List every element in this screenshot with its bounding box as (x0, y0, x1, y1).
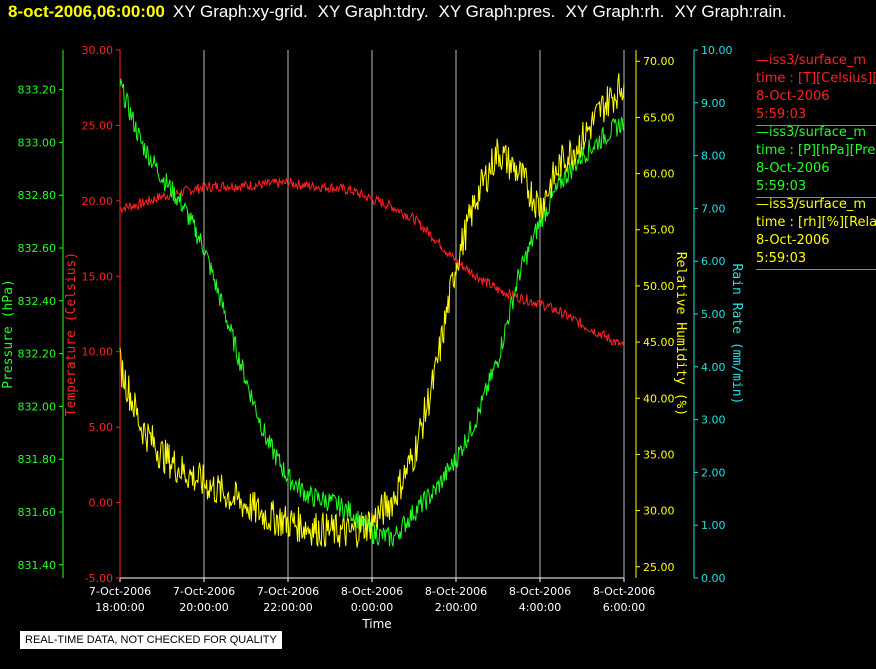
pressure-tick-label: 832.20 (18, 348, 57, 361)
temperature-tick-label: 30.00 (82, 44, 114, 57)
pressure-tick-label: 832.80 (18, 189, 57, 202)
rain-tick-label: 6.00 (701, 255, 726, 268)
pressure-tick-label: 832.00 (18, 400, 57, 413)
temperature-tick-label: 10.00 (82, 346, 114, 359)
rain-tick-label: 7.00 (701, 202, 726, 215)
pressure-tick-label: 833.00 (18, 136, 57, 149)
rain-tick-label: 2.00 (701, 466, 726, 479)
pressure-tick-label: 832.40 (18, 295, 57, 308)
menu-rh[interactable]: XY Graph:rh. (565, 2, 665, 21)
x-tick-label-date: 8-Oct-2006 (425, 585, 487, 598)
legend-pressure-time: 5:59:03 (756, 179, 807, 194)
rh-tick-label: 40.00 (643, 392, 675, 405)
rain-tick-label: 5.00 (701, 308, 726, 321)
legend-temperature-source: —iss3/surface_m (756, 53, 867, 68)
legend-pressure-date: 8-Oct-2006 (756, 161, 830, 176)
pressure-axis-label: Pressure (hPa) (1, 279, 16, 389)
x-tick-label-date: 8-Oct-2006 (593, 585, 655, 598)
x-axis-label: Time (361, 617, 391, 631)
pressure-tick-label: 831.40 (18, 559, 57, 572)
legend-rh-time: 5:59:03 (756, 251, 807, 266)
rh-tick-label: 45.00 (643, 336, 675, 349)
menu-tdry[interactable]: XY Graph:tdry. (317, 2, 429, 21)
pressure-tick-label: 831.80 (18, 453, 57, 466)
rh-series-line (119, 73, 625, 548)
rh-tick-label: 30.00 (643, 505, 675, 518)
x-tick-label-time: 18:00:00 (95, 601, 144, 614)
x-tick-label-time: 0:00:00 (351, 601, 393, 614)
legend-divider (756, 269, 876, 270)
legend-rh-source: —iss3/surface_m (756, 197, 867, 212)
rain-tick-label: 8.00 (701, 150, 726, 163)
rain-axis-label: Rain Rate (mm/min) (729, 264, 744, 405)
rain-tick-label: 10.00 (701, 44, 733, 57)
rh-tick-label: 60.00 (643, 168, 675, 181)
legend-pressure-var: time : [P][hPa][Pres (756, 143, 876, 158)
legend-divider (756, 125, 876, 126)
rain-tick-label: 0.00 (701, 572, 726, 585)
menu-xy-grid[interactable]: XY Graph:xy-grid. (172, 2, 308, 21)
x-tick-label-date: 7-Oct-2006 (173, 585, 235, 598)
temperature-tick-label: -5.00 (85, 572, 113, 585)
title-bar: 8-oct-2006,06:00:00 XY Graph:xy-grid. XY G… (8, 2, 796, 24)
legend-pressure: —iss3/surface_m time : [P][hPa][Pres 8-O… (756, 124, 876, 198)
rain-tick-label: 9.00 (701, 97, 726, 110)
legend-temperature-date: 8-Oct-2006 (756, 89, 830, 104)
rh-tick-label: 25.00 (643, 561, 675, 574)
rain-tick-label: 3.00 (701, 414, 726, 427)
legend-divider (756, 197, 876, 198)
rain-tick-label: 4.00 (701, 361, 726, 374)
x-tick-label-time: 20:00:00 (179, 601, 228, 614)
pressure-tick-label: 833.20 (18, 84, 57, 97)
temperature-tick-label: 15.00 (82, 270, 114, 283)
legend-pressure-source: —iss3/surface_m (756, 125, 867, 140)
rh-tick-label: 55.00 (643, 224, 675, 237)
rh-axis-label: Relative Humidity (%) (673, 252, 688, 416)
temperature-tick-label: 0.00 (89, 497, 114, 510)
rh-tick-label: 70.00 (643, 55, 675, 68)
legend-rh: —iss3/surface_m time : [rh][%][Relativ 8… (756, 196, 876, 270)
x-tick-label-date: 8-Oct-2006 (509, 585, 571, 598)
rain-tick-label: 1.00 (701, 519, 726, 532)
x-tick-label-time: 2:00:00 (435, 601, 477, 614)
menu-pres[interactable]: XY Graph:pres. (438, 2, 556, 21)
pressure-tick-label: 832.60 (18, 242, 57, 255)
temperature-axis-label: Temperature (Celsius) (64, 252, 79, 416)
temperature-series-line (119, 177, 625, 348)
legend-rh-var: time : [rh][%][Relativ (756, 215, 876, 230)
current-datetime: 8-oct-2006,06:00:00 (8, 2, 165, 21)
menu-rain[interactable]: XY Graph:rain. (674, 2, 787, 21)
rh-tick-label: 35.00 (643, 448, 675, 461)
x-tick-label-time: 22:00:00 (263, 601, 312, 614)
legend-temperature: —iss3/surface_m time : [T][Celsius][T 8-… (756, 52, 876, 126)
x-tick-label-date: 7-Oct-2006 (257, 585, 319, 598)
quality-disclaimer: REAL-TIME DATA, NOT CHECKED FOR QUALITY (20, 631, 282, 649)
x-tick-label-date: 8-Oct-2006 (341, 585, 403, 598)
pressure-tick-label: 831.60 (18, 506, 57, 519)
legend-temperature-var: time : [T][Celsius][T (756, 71, 876, 86)
x-tick-label-date: 7-Oct-2006 (89, 585, 151, 598)
legend-temperature-time: 5:59:03 (756, 107, 807, 122)
temperature-tick-label: 20.00 (82, 195, 114, 208)
x-tick-label-time: 4:00:00 (519, 601, 561, 614)
temperature-tick-label: 5.00 (89, 421, 114, 434)
rh-tick-label: 65.00 (643, 111, 675, 124)
rh-tick-label: 50.00 (643, 280, 675, 293)
legend-rh-date: 8-Oct-2006 (756, 233, 830, 248)
x-tick-label-time: 6:00:00 (603, 601, 645, 614)
temperature-tick-label: 25.00 (82, 119, 114, 132)
